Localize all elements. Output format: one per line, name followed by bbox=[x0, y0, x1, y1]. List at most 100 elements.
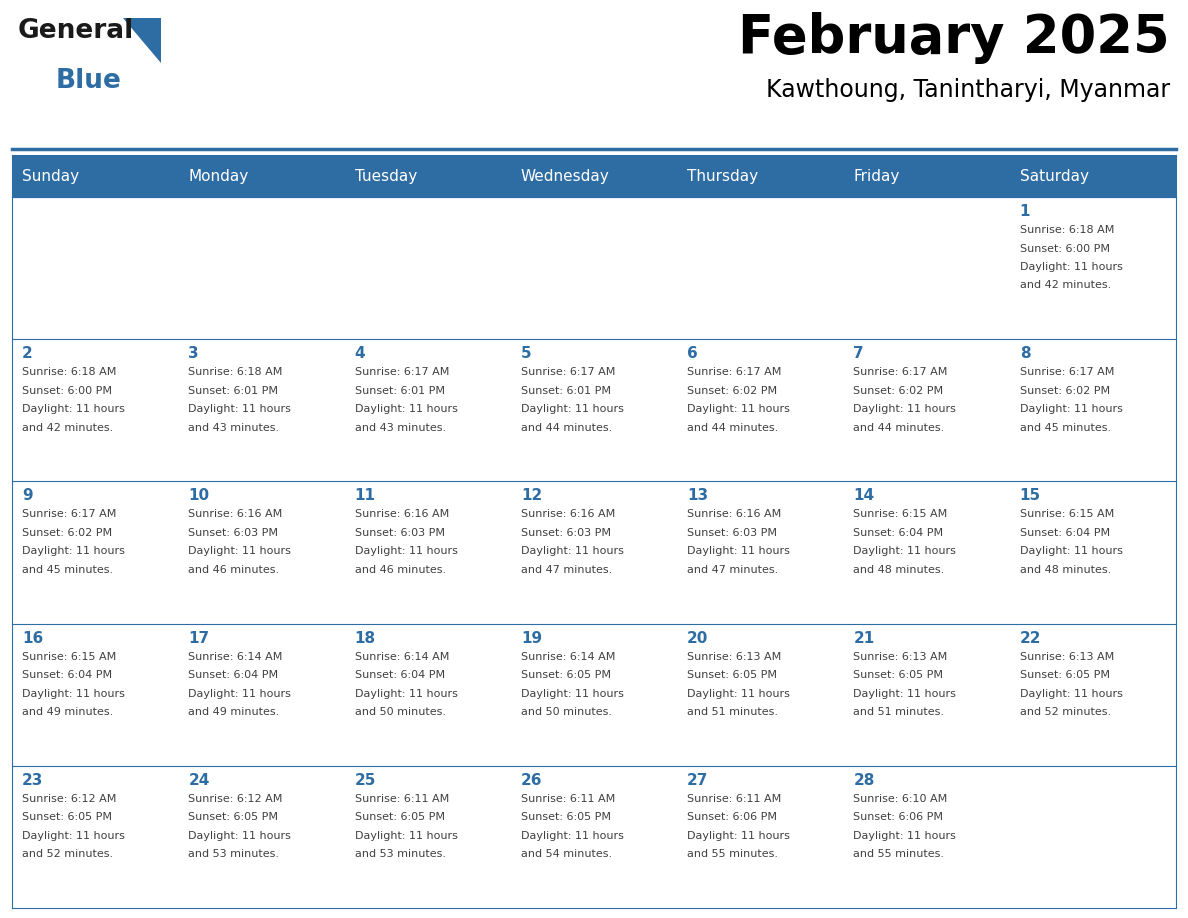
Text: Sunset: 6:06 PM: Sunset: 6:06 PM bbox=[853, 812, 943, 823]
Text: Sunset: 6:05 PM: Sunset: 6:05 PM bbox=[1019, 670, 1110, 680]
Text: and 49 minutes.: and 49 minutes. bbox=[23, 707, 113, 717]
Text: Sunrise: 6:14 AM: Sunrise: 6:14 AM bbox=[354, 652, 449, 662]
Bar bbox=[12, 197, 178, 339]
Text: Sunset: 6:01 PM: Sunset: 6:01 PM bbox=[520, 386, 611, 396]
Text: Daylight: 11 hours: Daylight: 11 hours bbox=[687, 546, 790, 556]
Text: Daylight: 11 hours: Daylight: 11 hours bbox=[853, 404, 956, 414]
Text: Kawthoung, Tanintharyi, Myanmar: Kawthoung, Tanintharyi, Myanmar bbox=[766, 78, 1170, 102]
Text: 26: 26 bbox=[520, 773, 543, 788]
Bar bbox=[1010, 623, 1176, 766]
Text: Sunset: 6:02 PM: Sunset: 6:02 PM bbox=[23, 528, 112, 538]
Text: Sunrise: 6:17 AM: Sunrise: 6:17 AM bbox=[23, 509, 116, 520]
Text: Daylight: 11 hours: Daylight: 11 hours bbox=[354, 404, 457, 414]
Text: Sunrise: 6:13 AM: Sunrise: 6:13 AM bbox=[853, 652, 948, 662]
Text: Sunrise: 6:15 AM: Sunrise: 6:15 AM bbox=[1019, 509, 1114, 520]
Bar bbox=[345, 623, 511, 766]
Text: Sunset: 6:04 PM: Sunset: 6:04 PM bbox=[23, 670, 112, 680]
Text: Sunrise: 6:12 AM: Sunrise: 6:12 AM bbox=[188, 794, 283, 804]
Text: Sunset: 6:06 PM: Sunset: 6:06 PM bbox=[687, 812, 777, 823]
Text: Daylight: 11 hours: Daylight: 11 hours bbox=[23, 688, 125, 699]
Text: Daylight: 11 hours: Daylight: 11 hours bbox=[853, 546, 956, 556]
Text: Sunset: 6:05 PM: Sunset: 6:05 PM bbox=[520, 670, 611, 680]
Text: and 47 minutes.: and 47 minutes. bbox=[520, 565, 612, 575]
Text: Sunrise: 6:17 AM: Sunrise: 6:17 AM bbox=[354, 367, 449, 377]
Text: Sunrise: 6:17 AM: Sunrise: 6:17 AM bbox=[853, 367, 948, 377]
Bar bbox=[345, 197, 511, 339]
Text: Sunrise: 6:10 AM: Sunrise: 6:10 AM bbox=[853, 794, 948, 804]
Text: and 46 minutes.: and 46 minutes. bbox=[354, 565, 446, 575]
Text: and 52 minutes.: and 52 minutes. bbox=[1019, 707, 1111, 717]
Text: Sunset: 6:01 PM: Sunset: 6:01 PM bbox=[354, 386, 444, 396]
Text: Daylight: 11 hours: Daylight: 11 hours bbox=[520, 688, 624, 699]
Text: and 54 minutes.: and 54 minutes. bbox=[520, 849, 612, 859]
Bar bbox=[843, 623, 1010, 766]
Text: and 50 minutes.: and 50 minutes. bbox=[520, 707, 612, 717]
Text: and 49 minutes.: and 49 minutes. bbox=[188, 707, 279, 717]
Bar bbox=[12, 339, 178, 481]
Text: Sunrise: 6:18 AM: Sunrise: 6:18 AM bbox=[1019, 225, 1114, 235]
Text: Sunrise: 6:15 AM: Sunrise: 6:15 AM bbox=[853, 509, 948, 520]
Text: 22: 22 bbox=[1019, 631, 1041, 645]
Bar bbox=[178, 623, 345, 766]
Text: and 44 minutes.: and 44 minutes. bbox=[687, 422, 778, 432]
Text: Sunrise: 6:13 AM: Sunrise: 6:13 AM bbox=[1019, 652, 1114, 662]
Text: Daylight: 11 hours: Daylight: 11 hours bbox=[520, 546, 624, 556]
Text: Sunset: 6:05 PM: Sunset: 6:05 PM bbox=[687, 670, 777, 680]
Bar bbox=[12, 481, 178, 623]
Text: 23: 23 bbox=[23, 773, 44, 788]
Text: 14: 14 bbox=[853, 488, 874, 503]
Text: and 48 minutes.: and 48 minutes. bbox=[853, 565, 944, 575]
Text: and 44 minutes.: and 44 minutes. bbox=[853, 422, 944, 432]
Text: and 53 minutes.: and 53 minutes. bbox=[354, 849, 446, 859]
Text: Sunset: 6:05 PM: Sunset: 6:05 PM bbox=[520, 812, 611, 823]
Text: 10: 10 bbox=[188, 488, 209, 503]
Text: Sunrise: 6:14 AM: Sunrise: 6:14 AM bbox=[520, 652, 615, 662]
Text: Sunset: 6:03 PM: Sunset: 6:03 PM bbox=[354, 528, 444, 538]
Text: Sunrise: 6:16 AM: Sunrise: 6:16 AM bbox=[520, 509, 615, 520]
Text: 2: 2 bbox=[23, 346, 33, 361]
Text: and 45 minutes.: and 45 minutes. bbox=[23, 565, 113, 575]
Text: Sunrise: 6:11 AM: Sunrise: 6:11 AM bbox=[354, 794, 449, 804]
Bar bbox=[511, 481, 677, 623]
Text: 12: 12 bbox=[520, 488, 542, 503]
Text: 27: 27 bbox=[687, 773, 708, 788]
Bar bbox=[677, 766, 843, 908]
Text: and 48 minutes.: and 48 minutes. bbox=[1019, 565, 1111, 575]
Text: 17: 17 bbox=[188, 631, 209, 645]
Text: Sunset: 6:01 PM: Sunset: 6:01 PM bbox=[188, 386, 278, 396]
Text: Tuesday: Tuesday bbox=[354, 169, 417, 184]
Text: Sunset: 6:03 PM: Sunset: 6:03 PM bbox=[520, 528, 611, 538]
Text: and 51 minutes.: and 51 minutes. bbox=[853, 707, 944, 717]
Text: 19: 19 bbox=[520, 631, 542, 645]
Text: Sunrise: 6:17 AM: Sunrise: 6:17 AM bbox=[1019, 367, 1114, 377]
Text: Sunset: 6:02 PM: Sunset: 6:02 PM bbox=[853, 386, 943, 396]
Bar bbox=[1010, 197, 1176, 339]
Text: Sunrise: 6:14 AM: Sunrise: 6:14 AM bbox=[188, 652, 283, 662]
Text: and 45 minutes.: and 45 minutes. bbox=[1019, 422, 1111, 432]
Text: Daylight: 11 hours: Daylight: 11 hours bbox=[1019, 546, 1123, 556]
Text: and 52 minutes.: and 52 minutes. bbox=[23, 849, 113, 859]
Bar bbox=[345, 766, 511, 908]
Text: 3: 3 bbox=[188, 346, 198, 361]
Text: Sunset: 6:00 PM: Sunset: 6:00 PM bbox=[1019, 243, 1110, 253]
Bar bbox=[677, 197, 843, 339]
Text: Sunset: 6:05 PM: Sunset: 6:05 PM bbox=[853, 670, 943, 680]
Text: Sunrise: 6:17 AM: Sunrise: 6:17 AM bbox=[520, 367, 615, 377]
Text: and 46 minutes.: and 46 minutes. bbox=[188, 565, 279, 575]
Text: Daylight: 11 hours: Daylight: 11 hours bbox=[23, 831, 125, 841]
Bar bbox=[843, 155, 1010, 197]
Text: Wednesday: Wednesday bbox=[520, 169, 609, 184]
Bar bbox=[511, 339, 677, 481]
Bar bbox=[511, 197, 677, 339]
Text: Daylight: 11 hours: Daylight: 11 hours bbox=[687, 688, 790, 699]
Text: Daylight: 11 hours: Daylight: 11 hours bbox=[687, 831, 790, 841]
Text: Daylight: 11 hours: Daylight: 11 hours bbox=[354, 688, 457, 699]
Text: Daylight: 11 hours: Daylight: 11 hours bbox=[520, 404, 624, 414]
Bar bbox=[843, 766, 1010, 908]
Text: Sunset: 6:03 PM: Sunset: 6:03 PM bbox=[188, 528, 278, 538]
Bar bbox=[843, 481, 1010, 623]
Text: Thursday: Thursday bbox=[687, 169, 758, 184]
Text: Sunrise: 6:18 AM: Sunrise: 6:18 AM bbox=[23, 367, 116, 377]
Text: and 44 minutes.: and 44 minutes. bbox=[520, 422, 612, 432]
Text: General: General bbox=[18, 18, 134, 44]
